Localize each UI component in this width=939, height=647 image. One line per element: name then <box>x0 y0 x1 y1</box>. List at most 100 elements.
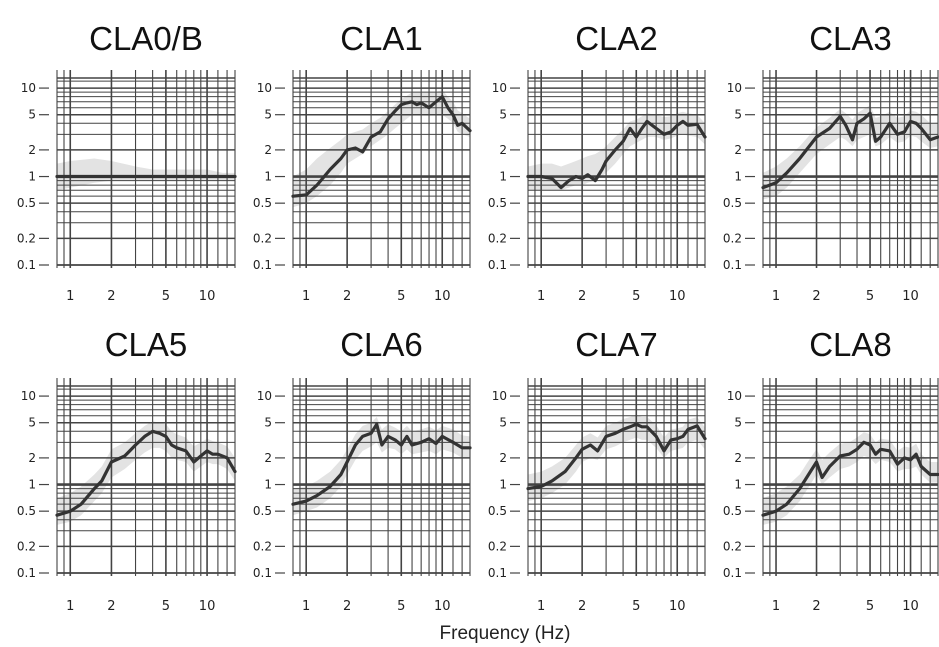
y-tick-label: 5 <box>734 108 742 122</box>
y-tick-label: 1 <box>264 478 272 492</box>
y-tick-label: 5 <box>734 416 742 430</box>
series-line <box>55 429 237 517</box>
confidence-band <box>528 414 705 502</box>
y-tick-label: 5 <box>264 108 272 122</box>
y-tick-label: 0.5 <box>723 196 742 210</box>
x-tick-label: 10 <box>669 599 686 614</box>
panel-cla0-b: CLA0/B 0.1 0.2 0.5 1 2 5 10 1 2 5 10 <box>17 20 237 304</box>
x-tick-label: 5 <box>632 599 640 614</box>
panel-title: CLA1 <box>340 20 423 57</box>
x-tick-label: 10 <box>199 289 216 304</box>
y-tick-label: 1 <box>28 478 36 492</box>
y-tick-label: 10 <box>492 389 507 403</box>
y-tick-label: 0.2 <box>488 231 507 245</box>
x-tick-label: 2 <box>343 289 351 304</box>
panel-title: CLA3 <box>809 20 892 57</box>
y-tick-label: 0.1 <box>17 258 36 272</box>
y-tick-label: 1 <box>264 170 272 184</box>
y-tick-label: 2 <box>28 451 36 465</box>
x-tick-label: 10 <box>434 599 451 614</box>
x-tick-label: 2 <box>578 599 586 614</box>
y-tick-label: 0.5 <box>723 504 742 518</box>
x-tick-label: 1 <box>772 599 780 614</box>
y-tick-label: 1 <box>499 478 507 492</box>
y-tick-label: 2 <box>499 451 507 465</box>
y-tick-label: 0.5 <box>17 504 36 518</box>
series-line <box>291 95 472 198</box>
y-tick-label: 0.5 <box>488 504 507 518</box>
panel-cla5: CLA5 0.1 0.2 0.5 1 2 5 10 1 2 5 10 <box>17 326 237 614</box>
y-tick-label: 0.1 <box>253 258 272 272</box>
panel-title: CLA0/B <box>89 20 203 57</box>
x-tick-label: 1 <box>66 289 74 304</box>
y-tick-label: 0.2 <box>253 231 272 245</box>
x-tick-label: 10 <box>199 599 216 614</box>
y-tick-label: 10 <box>727 389 742 403</box>
x-tick-label: 10 <box>669 289 686 304</box>
panel-title: CLA6 <box>340 326 423 363</box>
x-tick-label: 1 <box>772 289 780 304</box>
x-tick-label: 2 <box>107 289 115 304</box>
y-tick-label: 2 <box>264 143 272 157</box>
y-tick-label: 0.1 <box>488 566 507 580</box>
x-tick-label: 5 <box>632 289 640 304</box>
y-tick-label: 0.1 <box>488 258 507 272</box>
x-tick-label: 5 <box>397 599 405 614</box>
x-tick-label: 10 <box>434 289 451 304</box>
panel-cla7: CLA7 0.1 0.2 0.5 1 2 5 10 1 2 5 10 <box>488 326 707 614</box>
y-tick-label: 0.2 <box>253 539 272 553</box>
panel-grid: CLA0/B 0.1 0.2 0.5 1 2 5 10 1 2 5 10 CLA1 0.1 0.2 0.5 1 2… <box>17 20 939 614</box>
panel-title: CLA5 <box>105 326 188 363</box>
x-tick-label: 10 <box>902 289 919 304</box>
x-tick-label: 1 <box>537 289 545 304</box>
y-tick-label: 5 <box>28 416 36 430</box>
x-tick-label: 2 <box>578 289 586 304</box>
x-tick-label: 5 <box>162 599 170 614</box>
panel-cla1: CLA1 0.1 0.2 0.5 1 2 5 10 1 2 5 10 <box>253 20 472 304</box>
confidence-band <box>763 432 938 525</box>
y-tick-label: 10 <box>257 389 272 403</box>
panel-cla8: CLA8 0.1 0.2 0.5 1 2 5 10 1 2 5 10 <box>723 326 939 614</box>
y-tick-label: 0.5 <box>253 196 272 210</box>
x-tick-label: 10 <box>902 599 919 614</box>
y-tick-label: 0.2 <box>17 231 36 245</box>
x-tick-label: 1 <box>302 599 310 614</box>
confidence-band <box>57 158 235 191</box>
y-tick-label: 0.1 <box>723 258 742 272</box>
panel-cla2: CLA2 0.1 0.2 0.5 1 2 5 10 1 2 5 10 <box>488 20 707 304</box>
y-tick-label: 2 <box>734 451 742 465</box>
y-tick-label: 10 <box>257 81 272 95</box>
panel-cla6: CLA6 0.1 0.2 0.5 1 2 5 10 1 2 5 10 <box>253 326 472 614</box>
confidence-band <box>57 421 235 525</box>
y-tick-label: 2 <box>264 451 272 465</box>
x-tick-label: 2 <box>812 289 820 304</box>
y-tick-label: 0.1 <box>17 566 36 580</box>
y-tick-label: 10 <box>21 81 36 95</box>
panel-title: CLA7 <box>575 326 658 363</box>
x-tick-label: 1 <box>302 289 310 304</box>
series-line <box>291 422 472 506</box>
panel-title: CLA8 <box>809 326 892 363</box>
x-tick-label: 5 <box>866 599 874 614</box>
panel-cla3: CLA3 0.1 0.2 0.5 1 2 5 10 1 2 5 10 <box>723 20 939 304</box>
series-line <box>761 111 939 190</box>
x-tick-label: 5 <box>866 289 874 304</box>
series-line <box>526 119 707 190</box>
x-tick-label: 2 <box>343 599 351 614</box>
y-tick-label: 0.2 <box>17 539 36 553</box>
y-tick-label: 1 <box>734 170 742 184</box>
y-tick-label: 5 <box>264 416 272 430</box>
y-tick-label: 0.1 <box>253 566 272 580</box>
series-line <box>761 440 939 517</box>
y-tick-label: 2 <box>734 143 742 157</box>
series-line <box>526 422 707 491</box>
x-tick-label: 2 <box>107 599 115 614</box>
x-tick-label: 5 <box>162 289 170 304</box>
y-tick-label: 0.1 <box>723 566 742 580</box>
y-tick-label: 2 <box>499 143 507 157</box>
y-tick-label: 0.2 <box>488 539 507 553</box>
y-tick-label: 0.5 <box>17 196 36 210</box>
y-tick-label: 5 <box>499 108 507 122</box>
y-tick-label: 10 <box>492 81 507 95</box>
